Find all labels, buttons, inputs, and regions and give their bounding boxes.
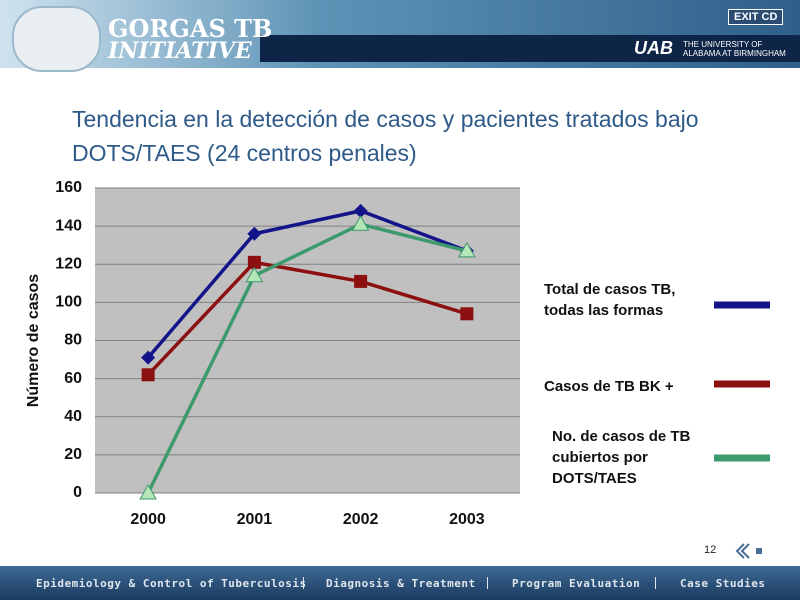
legend-label: Total de casos TB, todas las formas: [544, 281, 676, 319]
data-point: [353, 203, 368, 218]
series-line: [146, 260, 468, 377]
footer-separator: [655, 577, 656, 589]
y-axis-label: Número de casos: [25, 274, 42, 407]
series-line: [146, 222, 468, 494]
data-point: [247, 255, 261, 269]
series-line: [146, 209, 468, 359]
data-point: [354, 274, 368, 288]
university-line: THE UNIVERSITY OF: [683, 40, 763, 49]
x-tick-label: 2002: [343, 511, 379, 528]
data-point: [351, 215, 370, 231]
y-tick-label: 80: [64, 332, 82, 349]
university-line: ALABAMA AT BIRMINGHAM: [683, 49, 786, 58]
legend-label: Casos de TB BK +: [544, 378, 674, 395]
y-tick-label: 120: [55, 255, 82, 272]
footer-separator: [303, 577, 304, 589]
data-point: [245, 266, 264, 283]
y-tick-label: 140: [55, 217, 82, 234]
logo-text: GORGAS TB: [108, 14, 273, 43]
footer-link[interactable]: Program Evaluation: [512, 577, 641, 590]
footer-separator: [487, 577, 488, 589]
university-name: THE UNIVERSITY OF ALABAMA AT BIRMINGHAM: [683, 40, 786, 58]
footer-link[interactable]: Epidemiology & Control of Tuberculosis: [36, 577, 307, 590]
y-tick-label: 40: [64, 408, 82, 425]
uab-logo: UAB: [634, 38, 673, 58]
y-tick-label: 60: [64, 370, 82, 387]
nav-arrows[interactable]: [734, 542, 770, 560]
data-point: [141, 350, 156, 365]
exit-button[interactable]: EXIT CD: [728, 9, 784, 25]
x-tick-label: 2003: [449, 511, 485, 528]
y-tick-label: 160: [55, 179, 82, 196]
x-tick-label: 2000: [130, 511, 166, 528]
data-point: [141, 368, 155, 382]
data-point: [460, 307, 474, 321]
y-tick-label: 100: [55, 294, 82, 311]
data-point: [139, 483, 157, 500]
footer-link[interactable]: Diagnosis & Treatment: [326, 577, 476, 590]
header-band: [260, 35, 800, 62]
logo-text: INITIATIVE: [108, 38, 252, 64]
y-tick-label: 0: [73, 484, 82, 501]
page-number: 12: [704, 544, 717, 556]
slide-title: Tendencia en la detección de casos y pac…: [72, 106, 699, 166]
data-point: [458, 241, 476, 258]
lung-logo: [12, 6, 101, 72]
footer-link[interactable]: Case Studies: [680, 577, 766, 590]
footer-bar: [0, 566, 800, 600]
y-tick-label: 20: [64, 446, 82, 463]
data-point: [247, 226, 262, 241]
legend-label: No. de casos de TB cubiertos por DOTS/TA…: [552, 428, 691, 487]
x-tick-label: 2001: [237, 511, 273, 528]
